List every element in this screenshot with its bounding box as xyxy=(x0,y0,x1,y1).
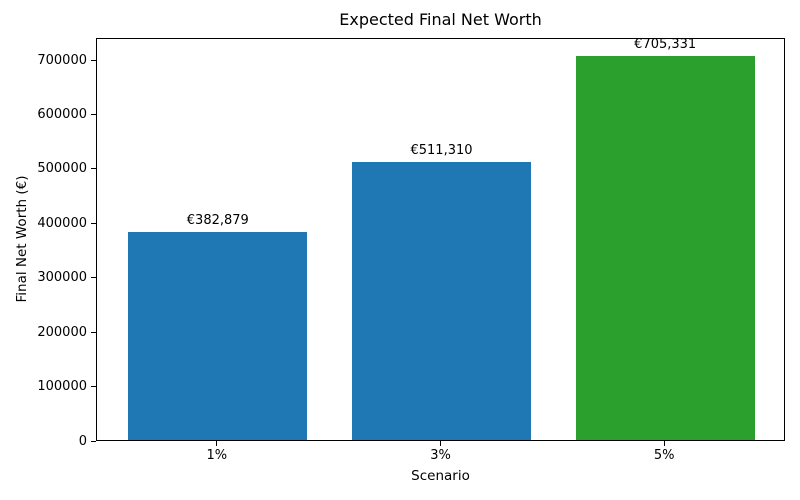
bar-value-label-1%: €382,879 xyxy=(186,212,249,228)
y-tick-label: 0 xyxy=(78,433,87,449)
bar-value-label-5%: €705,331 xyxy=(634,37,697,53)
y-tick xyxy=(91,277,96,279)
plot-area: €382,879 €511,310 €705,331 xyxy=(96,37,785,441)
x-tick xyxy=(663,441,665,446)
y-tick-label: 300000 xyxy=(37,270,87,286)
chart-title: Expected Final Net Worth xyxy=(339,10,542,29)
y-tick xyxy=(91,331,96,333)
bar-1% xyxy=(128,231,308,440)
y-tick xyxy=(91,114,96,115)
x-axis-label: Scenario xyxy=(411,468,470,484)
y-tick xyxy=(91,168,96,170)
y-tick xyxy=(91,59,96,61)
y-tick-label: 100000 xyxy=(37,379,87,395)
bar-value-label-3%: €511,310 xyxy=(410,142,473,158)
x-tick-label: 3% xyxy=(430,448,451,463)
x-tick-label: 1% xyxy=(206,448,228,463)
bar-5% xyxy=(575,56,755,440)
x-tick-label: 5% xyxy=(653,448,675,463)
y-tick xyxy=(91,440,96,442)
y-tick-label: 700000 xyxy=(37,52,87,68)
x-tick xyxy=(440,441,441,446)
x-tick xyxy=(216,441,218,446)
y-tick-label: 600000 xyxy=(37,107,87,122)
y-tick-label: 400000 xyxy=(37,215,87,231)
y-tick-label: 200000 xyxy=(37,324,87,340)
bar-3% xyxy=(352,161,531,440)
y-tick-label: 500000 xyxy=(37,161,87,177)
y-tick xyxy=(91,222,96,224)
y-tick xyxy=(91,386,96,388)
